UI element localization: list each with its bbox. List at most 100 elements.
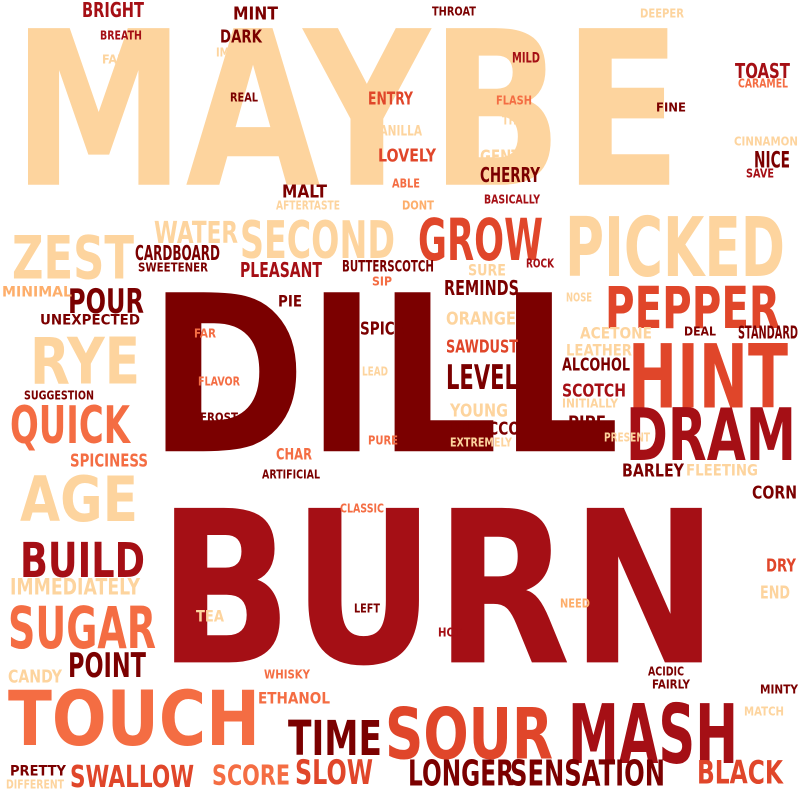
word-age: AGE [20, 464, 138, 537]
word-water: WATER [154, 214, 238, 250]
word-toast: TOAST [735, 59, 790, 83]
word-frost: FROST [200, 410, 238, 425]
word-imagine: IMAGINE [216, 45, 264, 60]
word-real: REAL [230, 90, 258, 105]
word-suggestion: SUGGESTION [24, 388, 94, 403]
word-minimal: MINIMAL [2, 284, 72, 301]
word-cinnamon: CINNAMON [734, 134, 798, 149]
word-gentle: GENTLE [480, 146, 538, 168]
word-rock: ROCK [526, 256, 554, 271]
word-nose: NOSE [566, 290, 592, 305]
word-throat: THROAT [432, 4, 476, 19]
word-sour: SOUR [385, 693, 553, 776]
word-pepper: PEPPER [605, 275, 780, 343]
word-tobacco: TOBACCO [446, 418, 520, 440]
word-sure: SURE [468, 260, 506, 280]
word-spiciness: SPICINESS [70, 450, 148, 472]
word-acetone: ACETONE [580, 323, 652, 343]
word-dill: DILL [148, 249, 620, 504]
word-different: DIFFERENT [6, 777, 64, 792]
word-left: LEFT [354, 601, 380, 616]
word-mint: MINT [233, 3, 278, 25]
word-level: LEVEL [446, 358, 518, 398]
word-slow: SLOW [295, 753, 373, 793]
word-mild: MILD [512, 50, 540, 67]
word-candy: CANDY [8, 666, 63, 688]
word-able: ABLE [392, 176, 420, 191]
word-cardboard: CARDBOARD [135, 241, 220, 265]
word-pleasant: PLEASANT [240, 258, 322, 282]
word-second: SECOND [240, 211, 395, 271]
word-sugar: SUGAR [8, 595, 156, 663]
word-classic: CLASSIC [340, 501, 384, 516]
word-pipe: PIPE [568, 412, 606, 434]
word-pie: PIE [278, 291, 302, 311]
word-lead: LEAD [362, 364, 388, 379]
word-malt: MALT [282, 181, 327, 203]
word-scotch: SCOTCH [562, 380, 626, 402]
word-dram: DRAM [626, 393, 796, 478]
word-caramel: CARAMEL [738, 76, 788, 91]
word-dry: DRY [766, 555, 796, 577]
word-flavor: FLAVOR [198, 374, 240, 389]
word-zest: ZEST [12, 222, 134, 293]
word-time: TIME [288, 711, 382, 767]
word-leather: LEATHER [566, 340, 632, 360]
word-artificial: ARTIFICIAL [262, 467, 320, 482]
word-bright: BRIGHT [82, 0, 144, 22]
word-rye: RYE [30, 324, 140, 399]
word-need: NEED [560, 596, 590, 611]
word-reminds: REMINDS [444, 276, 519, 300]
word-far: FAR [194, 326, 216, 341]
word-picked: PICKED [565, 200, 785, 296]
word-build: BUILD [20, 533, 145, 589]
word-whisky: WHISKY [264, 667, 310, 682]
word-ethanol: ETHANOL [258, 688, 330, 708]
word-score: SCORE [212, 759, 290, 792]
word-young: YOUNG [450, 400, 508, 422]
word-char: CHAR [276, 444, 312, 464]
word-black: BLACK [697, 754, 783, 792]
word-spice: SPICE [360, 318, 404, 340]
word-deal: DEAL [684, 324, 716, 339]
word-fleeting: FLEETING [686, 460, 758, 480]
word-butterscotch: BUTTERSCOTCH [342, 256, 434, 276]
word-initially: INITIALLY [562, 396, 618, 411]
word-mash: MASH [568, 687, 738, 783]
word-immediately: IMMEDIATELY [10, 574, 140, 601]
word-flash: FLASH [496, 93, 532, 108]
word-sip: SIP [372, 274, 392, 289]
word-vanilla: VANILLA [372, 123, 422, 140]
word-match: MATCH [744, 704, 784, 719]
word-basically: BASICALLY [484, 192, 540, 207]
word-hint: HINT [628, 325, 788, 429]
word-dont: DONT [402, 198, 434, 213]
word-dark: DARK [220, 26, 262, 48]
word-fair: FAIR [102, 52, 130, 67]
word-standard: STANDARD [738, 322, 798, 344]
word-lovely: LOVELY [378, 145, 436, 167]
word-orange: ORANGE [446, 308, 516, 330]
word-sawdust: SAWDUST [446, 336, 518, 358]
word-fairly: FAIRLY [652, 677, 690, 692]
word-sweetener: SWEETENER [138, 260, 208, 275]
word-pure: PURE [368, 433, 398, 448]
word-present: PRESENT [604, 430, 650, 445]
word-extremely: EXTREMELY [450, 435, 512, 450]
word-longer: LONGER [408, 751, 514, 795]
word-minty: MINTY [760, 682, 798, 697]
word-nice: NICE [754, 147, 790, 174]
word-corn: CORN [752, 482, 797, 504]
word-breath: BREATH [100, 28, 142, 43]
word-pour: POUR [68, 282, 144, 322]
word-barley: BARLEY [622, 460, 684, 482]
word-think: THINK [502, 113, 536, 128]
word-burn: BURN [158, 466, 718, 713]
word-end: END [760, 582, 790, 604]
word-deeper: DEEPER [640, 6, 684, 21]
word-touch: TOUCH [8, 675, 260, 764]
word-grow: GROW [418, 207, 543, 275]
word-acidic: ACIDIC [648, 664, 684, 679]
word-hot: HOT [438, 625, 462, 640]
word-quick: QUICK [10, 396, 130, 456]
